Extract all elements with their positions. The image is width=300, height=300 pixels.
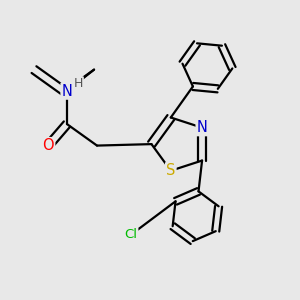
Text: N: N: [61, 84, 72, 99]
Text: N: N: [196, 120, 208, 135]
Text: Cl: Cl: [124, 228, 137, 241]
Text: H: H: [74, 77, 83, 90]
Text: S: S: [166, 163, 176, 178]
Text: O: O: [43, 138, 54, 153]
